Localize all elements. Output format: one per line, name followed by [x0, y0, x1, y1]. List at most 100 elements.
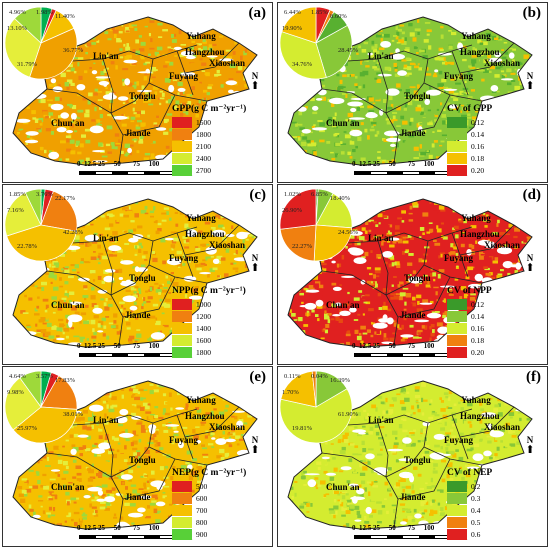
- district-label: Chun'an: [51, 118, 85, 128]
- district-border: [321, 452, 387, 478]
- legend-item: 0.3: [447, 492, 543, 504]
- district-label: Lin'an: [93, 415, 119, 425]
- legend-swatch: [172, 504, 192, 516]
- legend-label: 500: [196, 481, 208, 491]
- pie-slice: [5, 18, 42, 78]
- district-label: Fuyang: [169, 71, 199, 81]
- legend-label: 0.6: [471, 529, 481, 539]
- district-border: [72, 408, 198, 426]
- district-border: [110, 446, 150, 478]
- legend-swatch: [172, 164, 192, 176]
- legend-swatch: [447, 492, 467, 504]
- legend-item: 0.20: [447, 346, 543, 358]
- north-label: N: [251, 435, 259, 445]
- legend-label: 1800: [196, 347, 211, 357]
- pie-slice: [12, 406, 77, 443]
- pie-slice: [280, 371, 317, 408]
- district-border: [72, 44, 198, 62]
- scale-bar-segments: [79, 353, 177, 357]
- district-label: Hangzhou: [460, 411, 500, 421]
- district-border: [148, 58, 208, 102]
- district-label: Tonglu: [129, 455, 156, 465]
- legend-item: 0.4: [447, 504, 543, 516]
- legend-item: 1600: [172, 334, 268, 346]
- panel-label: (f): [526, 369, 541, 385]
- district-label: Hangzhou: [185, 229, 225, 239]
- district-label: Jiande: [125, 492, 151, 502]
- district-border: [423, 240, 483, 284]
- legend-item: 1000: [172, 298, 268, 310]
- pie-percent-label: 34.76%: [292, 61, 313, 68]
- pie-slice: [280, 388, 352, 443]
- district-label: Jiande: [125, 128, 151, 138]
- district-label: Tonglu: [404, 273, 431, 283]
- pie-percent-label: 1.85%: [311, 9, 328, 16]
- legend-label: 0.20: [471, 165, 485, 175]
- pie-percent-label: 7.16%: [7, 207, 24, 214]
- legend-swatch: [172, 516, 192, 528]
- north-label: N: [526, 71, 534, 81]
- scale-ticks: 0 12.5 25 50 75 100: [77, 342, 160, 350]
- map-panel-e: Lin'an Yuhang Hangzhou Xiaoshan Fuyang Tonglu…: [2, 366, 273, 547]
- north-arrow-icon: ⬆: [250, 80, 260, 92]
- pie-slice: [6, 224, 77, 261]
- pie-percent-label: 1.85%: [9, 191, 26, 198]
- pie-slice: [14, 7, 42, 44]
- legend: NEP(g C m⁻²yr⁻¹) 500 600 700 800 900: [172, 467, 268, 540]
- north-arrow: N ⬆: [248, 435, 262, 456]
- pie-chart: [5, 371, 77, 443]
- north-label: N: [526, 435, 534, 445]
- district-border: [451, 42, 515, 74]
- pie-percent-label: 24.56%: [338, 229, 359, 236]
- scale-bar-segments: [354, 353, 452, 357]
- pie-slice: [5, 192, 42, 237]
- legend-item: 0.14: [447, 310, 543, 322]
- pie-percent-label: 17.83%: [55, 377, 76, 384]
- pie-percent-label: 22.17%: [55, 195, 76, 202]
- legend-item: 1800: [172, 128, 268, 140]
- district-border: [385, 446, 425, 478]
- legend-label: 900: [196, 529, 208, 539]
- legend-swatch: [172, 140, 192, 152]
- legend-item: 1200: [172, 310, 268, 322]
- legend-label: 0.18: [471, 335, 485, 345]
- legend-item: 0.12: [447, 116, 543, 128]
- district-label: Chun'an: [326, 118, 360, 128]
- legend-label: 1400: [196, 323, 211, 333]
- pie-percent-label: 42.28%: [63, 229, 84, 236]
- map-panel-f: Lin'an Yuhang Hangzhou Xiaoshan Fuyang Tonglu…: [277, 366, 548, 547]
- district-label: Yuhang: [461, 395, 491, 405]
- district-border: [347, 408, 473, 426]
- map-panel-c: Lin'an Yuhang Hangzhou Xiaoshan Fuyang Tonglu…: [2, 184, 273, 365]
- scale-bar-segments: [354, 171, 452, 175]
- legend: CV of NPP 0.12 0.14 0.16 0.18 0.20: [447, 286, 543, 358]
- district-label: Jiande: [125, 310, 151, 320]
- scale-bar: 0 12.5 25 50 75 100Km: [352, 160, 472, 180]
- legend-item: 600: [172, 492, 268, 504]
- district-label: Tonglu: [129, 91, 156, 101]
- legend-swatch: [447, 322, 467, 334]
- district-border: [451, 406, 515, 438]
- legend-item: 0.5: [447, 516, 543, 528]
- legend-swatch: [172, 528, 192, 540]
- legend-swatch: [172, 334, 192, 346]
- district-label: Lin'an: [368, 415, 394, 425]
- pie-slice: [280, 224, 317, 261]
- legend-label: 0.3: [471, 493, 481, 503]
- legend-label: 2400: [196, 153, 211, 163]
- district-label: Tonglu: [404, 455, 431, 465]
- pie-slice: [280, 31, 327, 79]
- pie-slice: [315, 24, 352, 78]
- north-arrow: N ⬆: [523, 71, 537, 92]
- district-label: Fuyang: [444, 71, 474, 81]
- pie-slice: [40, 190, 77, 232]
- legend-label: 1800: [196, 129, 211, 139]
- pie-percent-label: 0.11%: [284, 373, 301, 380]
- legend-item: 0.12: [447, 298, 543, 310]
- pie-percent-label: 3.76%: [36, 191, 53, 198]
- district-label: Yuhang: [186, 31, 216, 41]
- north-arrow-icon: ⬆: [250, 262, 260, 274]
- pie-slice: [313, 224, 352, 261]
- legend-swatch: [447, 346, 467, 358]
